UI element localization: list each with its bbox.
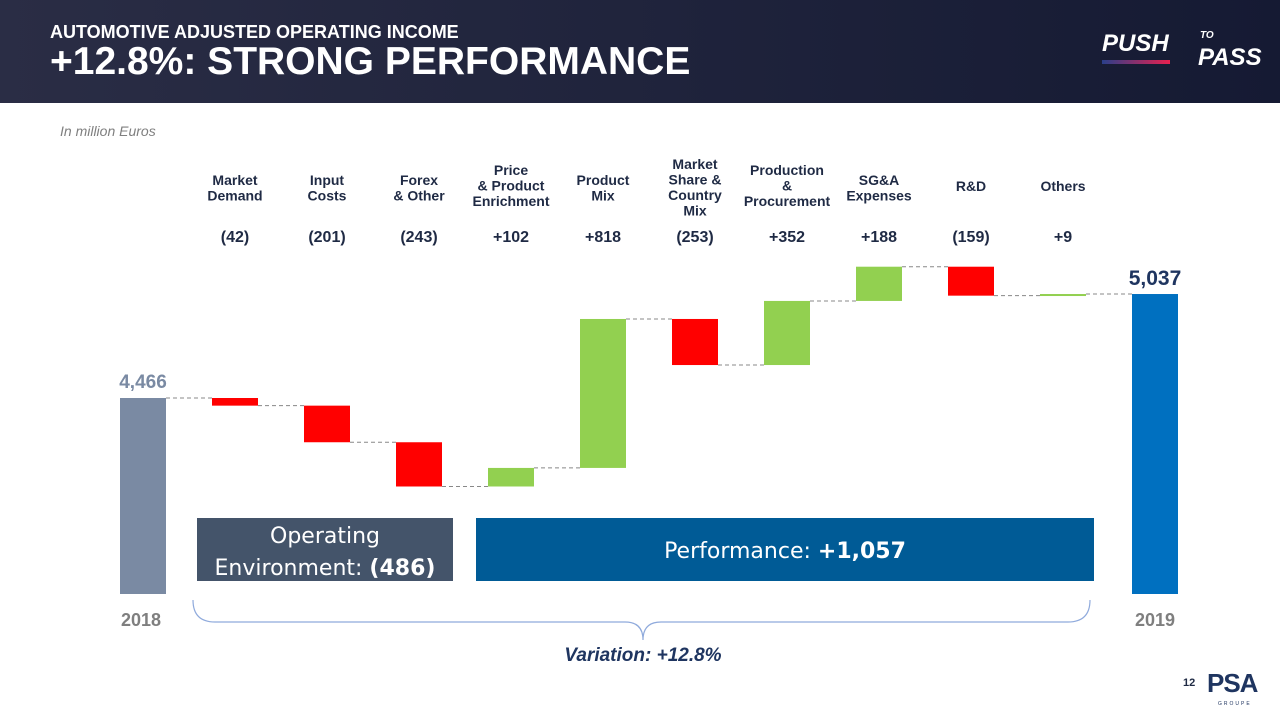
step-value: (201) [308,229,345,246]
bar-step [856,266,902,301]
step-value: (42) [221,229,249,246]
step-value: (243) [400,229,437,246]
bar-step [212,398,258,406]
step-label: Price [494,162,528,178]
step-label: Country [668,187,722,203]
logo-bar [1102,60,1170,64]
step-label: Market [672,156,717,172]
step-label: Production [750,162,824,178]
slide-subtitle: AUTOMOTIVE ADJUSTED OPERATING INCOME [50,22,459,42]
logo-push: PUSH [1102,30,1169,57]
step-label: Costs [308,188,347,204]
value-2018: 4,466 [119,372,167,393]
slide-title: +12.8%: STRONG PERFORMANCE [50,40,691,83]
step-label: SG&A [859,172,899,188]
step-label: & [782,178,792,194]
step-label: Others [1040,178,1085,194]
performance-label: Performance: +1,057 [664,539,906,564]
bar-step [396,442,442,487]
step-value: +818 [585,229,621,246]
step-value: (159) [952,229,989,246]
step-label: Demand [207,188,262,204]
variation-brace [192,599,1091,641]
step-label: Expenses [846,188,912,204]
step-label: & Product [478,178,545,194]
step-label: R&D [956,178,986,194]
bar-2018 [120,398,166,594]
step-label: Product [577,172,630,188]
step-label: Input [310,172,345,188]
page-number: 12 [1183,677,1196,689]
operating-environment-value: Environment: (486) [215,556,436,581]
step-value: (253) [676,229,713,246]
bar-step [764,300,810,366]
step-label: Procurement [744,193,831,209]
operating-environment-label: Operating [270,524,380,549]
step-label: Mix [683,203,707,219]
label-2018: 2018 [121,610,161,630]
label-2019: 2019 [1135,610,1175,630]
bar-step [948,266,994,296]
psa-logo-sub: GROUPE [1218,701,1252,707]
step-label: Enrichment [472,193,549,209]
step-value: +102 [493,229,529,246]
logo-to: TO [1200,30,1214,41]
bar-step [580,318,626,468]
step-value: +9 [1054,229,1072,246]
step-label: & Other [393,188,445,204]
bar-step [672,318,718,366]
operating-environment-box [197,518,453,581]
bar-2019 [1132,294,1178,594]
step-label: Share & [669,172,722,188]
step-value: +188 [861,229,897,246]
variation-label: Variation: +12.8% [564,645,721,666]
header: AUTOMOTIVE ADJUSTED OPERATING INCOME +12… [0,0,1280,103]
performance-box [476,518,1094,581]
value-2019: 5,037 [1129,267,1182,290]
unit-label: In million Euros [60,123,156,139]
step-label: Mix [591,188,615,204]
bar-step [488,467,534,487]
logo-pass: PASS [1198,44,1262,71]
step-label: Market [212,172,257,188]
bar-step [1040,294,1086,297]
psa-logo: PSA [1207,668,1258,698]
step-label: Forex [400,172,438,188]
step-value: +352 [769,229,805,246]
bar-step [304,405,350,443]
